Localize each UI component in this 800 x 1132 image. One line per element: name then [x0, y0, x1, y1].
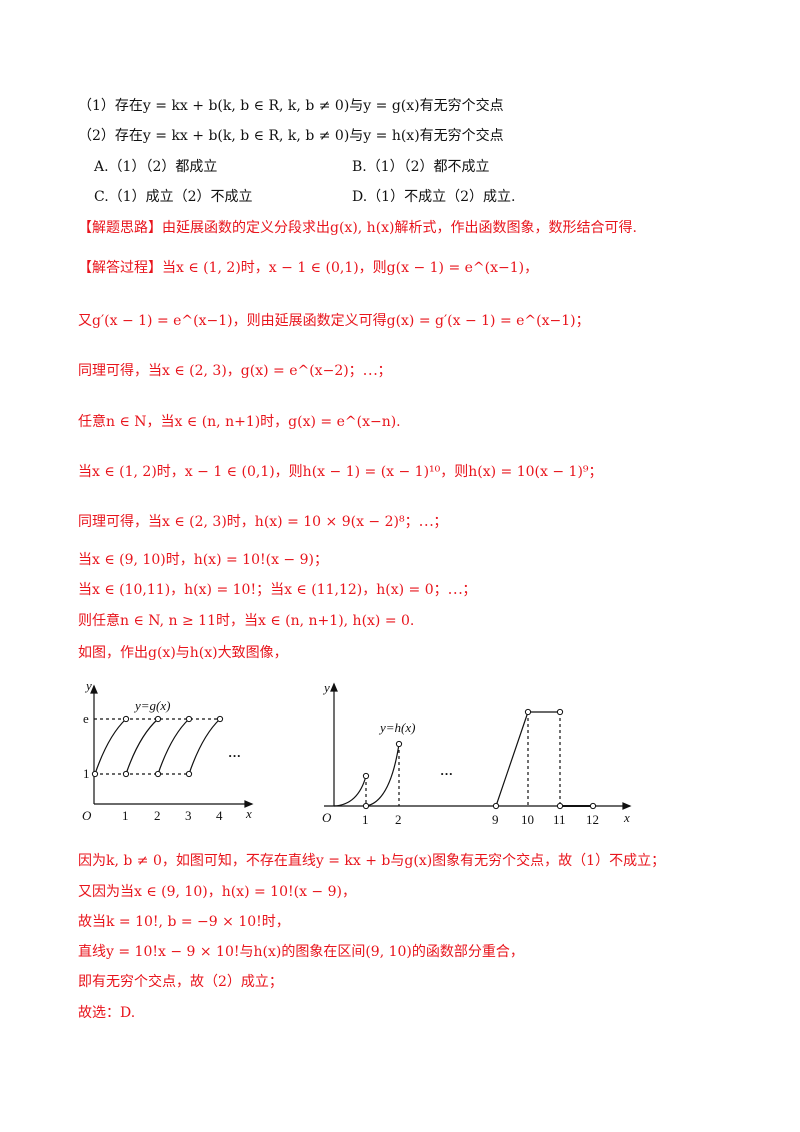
solution-step-1: 【解答过程】当x ∈ (1, 2)时，x − 1 ∈ (0,1)，则g(x − …	[78, 260, 539, 276]
conclusion-2: 又因为当x ∈ (9, 10)，h(x) = 10!(x − 9)，	[78, 884, 356, 900]
statement-2: （2）存在y = kx + b(k, b ∈ R, k, b ≠ 0)与y = …	[78, 128, 504, 144]
solution-step-3: 同理可得，当x ∈ (2, 3)，g(x) = e^(x−2)；⋯；	[78, 363, 392, 379]
conclusion-5: 即有无穷个交点，故（2）成立；	[78, 974, 283, 990]
g-curve-1	[94, 718, 127, 775]
g-tick-1: 1	[122, 808, 129, 823]
h-segment-9-10	[495, 711, 529, 807]
g-tick-ye: e	[83, 711, 89, 726]
h-tick-2: 2	[395, 812, 402, 827]
g-tick-4: 4	[216, 808, 223, 823]
h-curve-1	[333, 775, 367, 807]
solution-step-2: 又g′(x − 1) = e^(x−1)，则由延展函数定义可得g(x) = g′…	[78, 313, 590, 329]
h-x-arrow-icon	[622, 802, 632, 810]
solution-step-8: 当x ∈ (10,11)，h(x) = 10!；当x ∈ (11,12)，h(x…	[78, 582, 477, 598]
h-curve-2	[365, 743, 400, 807]
g-x-label: x	[245, 806, 252, 821]
g-curve-2	[125, 718, 159, 775]
option-c: C.（1）成立（2）不成立	[94, 189, 253, 205]
option-b: B.（1）（2）都不成立	[352, 159, 490, 175]
solution-step-4: 任意n ∈ N，当x ∈ (n, n+1)时，g(x) = e^(x−n).	[78, 414, 401, 430]
g-x-arrow-icon	[244, 800, 254, 808]
h-tick-9: 9	[492, 812, 499, 827]
h-x-label: x	[623, 810, 630, 825]
conclusion-1: 因为k, b ≠ 0，如图可知，不存在直线y = kx + b与g(x)图象有无…	[78, 853, 666, 869]
g-tick-y1: 1	[83, 766, 90, 781]
statement-1: （1）存在y = kx + b(k, b ∈ R, k, b ≠ 0)与y = …	[78, 98, 504, 114]
solution-step-5: 当x ∈ (1, 2)时，x − 1 ∈ (0,1)，则h(x − 1) = (…	[78, 464, 603, 480]
graph-h: y x O 1 2 9 10 11 12 y=h(x) ···	[322, 680, 632, 827]
h-title: y=h(x)	[378, 720, 415, 735]
option-a: A.（1）（2）都成立	[94, 159, 218, 175]
h-tick-12: 12	[586, 812, 599, 827]
option-d: D.（1）不成立（2）成立.	[352, 189, 516, 205]
h-tick-1: 1	[362, 812, 369, 827]
g-y-label: y	[84, 678, 92, 693]
h-tick-11: 11	[553, 812, 566, 827]
solution-step-7: 当x ∈ (9, 10)时，h(x) = 10!(x − 9)；	[78, 552, 328, 568]
solution-step-10: 如图，作出g(x)与h(x)大致图像，	[78, 645, 288, 661]
g-title: y=g(x)	[133, 698, 170, 713]
h-tick-10: 10	[521, 812, 534, 827]
g-ellipsis: ···	[228, 748, 241, 763]
solution-idea: 【解题思路】由延展函数的定义分段求出g(x), h(x)解析式，作出函数图象，数…	[78, 220, 637, 236]
h-origin: O	[322, 810, 332, 825]
g-curve-4	[188, 718, 221, 775]
g-origin: O	[82, 808, 92, 823]
g-curve-3	[157, 718, 190, 775]
h-ellipsis: ···	[440, 766, 453, 781]
graph-g: y x O 1 2 3 4 1 e y=g(x) ···	[82, 678, 254, 823]
g-tick-3: 3	[185, 808, 192, 823]
conclusion-3: 故当k = 10!, b = −9 × 10!时，	[78, 914, 290, 930]
solution-step-9: 则任意n ∈ N, n ≥ 11时，当x ∈ (n, n+1), h(x) = …	[78, 613, 415, 629]
final-answer: 故选：D.	[78, 1005, 136, 1021]
h-y-label: y	[322, 680, 330, 695]
h-y-arrow-icon	[330, 682, 338, 692]
solution-step-6: 同理可得，当x ∈ (2, 3)时，h(x) = 10 × 9(x − 2)⁸；…	[78, 514, 448, 530]
g-tick-2: 2	[154, 808, 161, 823]
conclusion-4: 直线y = 10!x − 9 × 10!与h(x)的图象在区间(9, 10)的函…	[78, 944, 524, 960]
g-y-arrow-icon	[90, 684, 98, 694]
